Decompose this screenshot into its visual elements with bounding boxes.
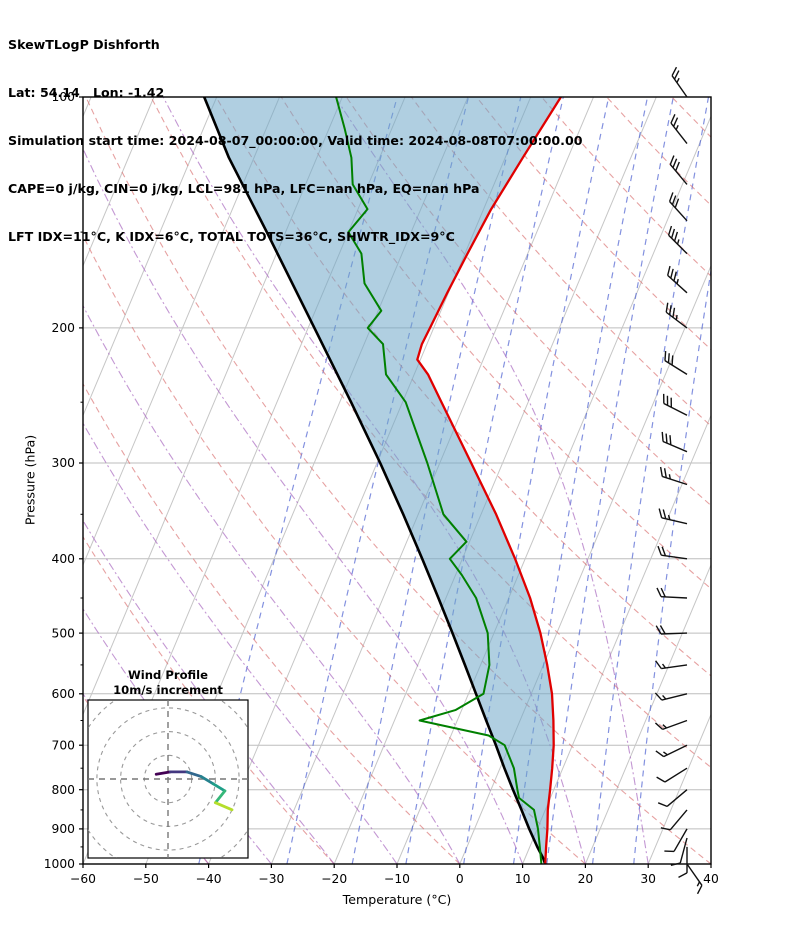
wind-barb xyxy=(670,837,688,866)
wind-barb xyxy=(655,660,688,670)
x-tick-label: −60 xyxy=(70,872,96,886)
y-tick-label: 500 xyxy=(52,626,75,640)
wind-barb xyxy=(656,767,688,783)
chart-latlon: Lat: 54.14 Lon: -1.42 xyxy=(8,85,165,100)
y-tick-label: 900 xyxy=(52,822,75,836)
wind-barb xyxy=(655,744,688,758)
temperature-profile-line xyxy=(416,97,562,864)
wind-barb xyxy=(686,863,703,895)
hodograph-title: Wind Profile 10m/s increment xyxy=(113,668,223,697)
x-tick-label: −50 xyxy=(133,872,159,886)
chart-title: SkewTLogP Dishforth xyxy=(8,37,160,52)
cin-shaded-area xyxy=(204,97,561,864)
wind-barb xyxy=(661,431,688,453)
y-tick-label: 400 xyxy=(52,552,75,566)
x-tick-label: −30 xyxy=(258,872,284,886)
hodograph-ring xyxy=(96,707,240,851)
wind-barb xyxy=(671,66,688,98)
wind-barb xyxy=(668,192,688,222)
hodograph-trace-segment xyxy=(185,770,203,778)
x-tick-label: 0 xyxy=(456,872,464,886)
hodograph-trace-segment xyxy=(154,770,172,776)
y-axis-title: Pressure (hPa) xyxy=(22,434,38,526)
wind-barb xyxy=(657,789,688,808)
hodograph-title-line1: Wind Profile xyxy=(128,668,208,682)
wind-barb xyxy=(665,302,688,329)
wind-barb xyxy=(669,155,688,185)
chart-header: SkewTLogP Dishforth Lat: 54.14 Lon: -1.4… xyxy=(8,5,582,277)
parcel-profile-line xyxy=(202,97,547,864)
y-tick-label: 100 xyxy=(52,90,75,104)
wind-barb xyxy=(659,466,688,486)
x-axis-title: Temperature (°C) xyxy=(342,892,452,907)
y-tick-label: 200 xyxy=(52,321,75,335)
wind-barb xyxy=(664,828,688,853)
x-tick-label: −20 xyxy=(321,872,347,886)
wind-barb xyxy=(657,545,688,560)
hodograph-trace-segment xyxy=(213,789,227,805)
wind-barb xyxy=(667,225,688,255)
x-tick-label: −10 xyxy=(384,872,410,886)
wind-barb xyxy=(658,508,688,525)
wind-barbs xyxy=(654,66,703,895)
y-tick-label: 600 xyxy=(52,687,75,701)
wind-barb xyxy=(656,587,688,599)
y-tick-label: 800 xyxy=(52,783,75,797)
x-tick-label: 40 xyxy=(703,872,719,886)
wind-barb xyxy=(662,393,688,416)
x-tick-label: −40 xyxy=(196,872,222,886)
hodograph-trace-segment xyxy=(213,801,234,812)
hodograph-title-line2: 10m/s increment xyxy=(113,682,223,697)
hodograph-trace-segment xyxy=(199,775,215,786)
y-tick-label: 1000 xyxy=(44,857,75,871)
wind-barb xyxy=(655,625,688,635)
axis-ticks: −60 −50 −40 −30 −20 −10 0 10 20 30 40 100 200 300 400 5… xyxy=(44,90,719,886)
wind-barb xyxy=(654,692,688,701)
y-tick-label: 700 xyxy=(52,738,75,752)
dewpoint-profile-line xyxy=(335,97,543,864)
wind-barb xyxy=(666,265,688,294)
wind-barb xyxy=(664,350,688,375)
chart-times: Simulation start time: 2024-08-07_00:00:… xyxy=(8,133,583,148)
x-tick-label: 20 xyxy=(578,872,594,886)
x-tick-label: 30 xyxy=(640,872,656,886)
wind-barb xyxy=(670,114,688,145)
y-tick-label: 300 xyxy=(52,456,75,470)
chart-indices-2: LFT IDX=11°C, K IDX=6°C, TOTAL TOTS=36°C… xyxy=(8,229,455,244)
wind-barb xyxy=(678,846,688,879)
hodograph-trace-segment xyxy=(211,782,227,793)
chart-indices-1: CAPE=0 j/kg, CIN=0 j/kg, LCL=981 hPa, LF… xyxy=(8,181,480,196)
wind-barb xyxy=(654,719,688,731)
hodograph-inset xyxy=(87,699,249,859)
wind-barb xyxy=(660,809,688,831)
x-tick-label: 10 xyxy=(515,872,531,886)
